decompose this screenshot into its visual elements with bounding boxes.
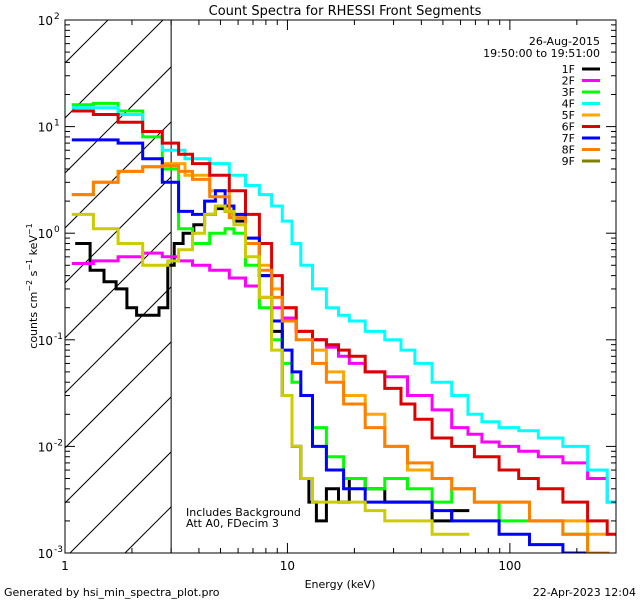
y-tick-label: 10 (38, 440, 53, 454)
hatch-line (510, 0, 640, 553)
legend-label: 7F (562, 132, 575, 145)
y-tick-label-exponent: 1 (54, 119, 60, 129)
annotation-background: Includes Background (186, 506, 301, 519)
chart-title: Count Spectra for RHESSI Front Segments (209, 4, 482, 19)
legend-label: 6F (562, 121, 575, 134)
series-line-4F (71, 106, 616, 504)
hatched-region (0, 0, 640, 553)
hatch-line (65, 20, 109, 64)
legend-label: 8F (562, 144, 575, 157)
y-tick-label-exponent: -1 (54, 332, 63, 342)
observation-time-range: 19:50:00 to 19:51:00 (483, 47, 600, 60)
y-tick-label-exponent: -3 (54, 545, 63, 555)
series-line-6F (71, 109, 616, 536)
footer-timestamp: 22-Apr-2023 12:04 (533, 586, 636, 599)
y-tick-label-exponent: 0 (54, 225, 60, 235)
y-tick-label: 10 (38, 14, 53, 28)
x-tick-label: 1 (61, 559, 69, 573)
footer-generated-by: Generated by hsi_min_spectra_plot.pro (4, 586, 220, 599)
y-tick-label: 10 (38, 121, 53, 135)
legend-label: 2F (562, 75, 575, 88)
legend-label: 9F (562, 155, 575, 168)
y-tick-label: 10 (38, 334, 53, 348)
x-tick-label: 10 (280, 559, 295, 573)
hatch-line (69, 451, 172, 553)
series-group (71, 101, 616, 553)
series-line-2F (71, 251, 616, 504)
y-axis-label: counts cm−2 s−1 keV−1 (25, 223, 40, 348)
annotation-attenuator: Att A0, FDecim 3 (186, 517, 279, 530)
legend-label: 3F (562, 86, 575, 99)
hatch-line (65, 20, 164, 119)
hatch-line (620, 0, 640, 553)
series-line-9F-yellow (71, 204, 470, 536)
y-tick-label-exponent: -2 (54, 438, 63, 448)
plot-frame (64, 19, 617, 554)
observation-date: 26-Aug-2015 (529, 35, 600, 48)
legend-label: 1F (562, 63, 575, 76)
legend-label: 5F (562, 109, 575, 122)
hatch-line (65, 176, 172, 284)
series-line-7F (71, 138, 610, 553)
hatch-line (235, 0, 640, 553)
hatch-line (65, 121, 172, 229)
series-line-3F (71, 101, 610, 553)
hatch-line (65, 396, 172, 504)
x-tick-label: 100 (498, 559, 521, 573)
x-axis-label: Energy (keV) (305, 578, 376, 591)
y-tick-label: 10 (38, 547, 53, 561)
legend-label: 4F (562, 98, 575, 111)
hatch-line (0, 0, 120, 553)
y-tick-label-exponent: 2 (54, 12, 60, 22)
series-line-8F (71, 164, 610, 553)
y-tick-label: 10 (38, 227, 53, 241)
